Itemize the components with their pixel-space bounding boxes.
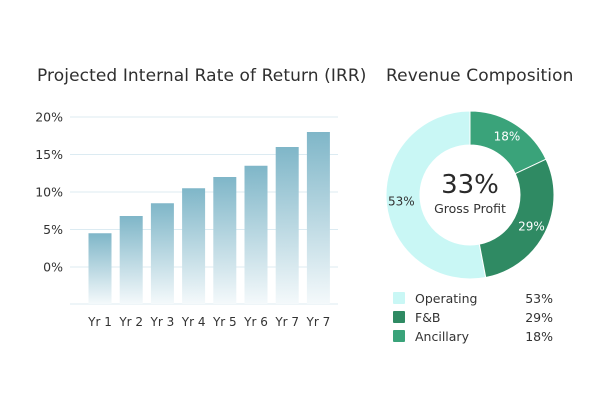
bar (213, 177, 237, 304)
slice-label: 29% (518, 219, 545, 233)
bar (182, 188, 206, 304)
donut-slice (478, 158, 555, 279)
legend-item: Operating 53% (393, 290, 553, 306)
legend-swatch (393, 311, 405, 323)
bar (306, 132, 330, 304)
center-label: Gross Profit (434, 201, 506, 216)
slice-label: 18% (494, 130, 521, 144)
x-tick-label: Yr 3 (150, 315, 175, 329)
y-tick-label: 0% (43, 260, 63, 275)
legend-label: Ancillary (415, 328, 469, 344)
slice-label: 53% (388, 194, 415, 208)
x-tick-label: Yr 7 (306, 315, 331, 329)
x-tick-label: Yr 1 (87, 315, 112, 329)
x-tick-label: Yr 7 (274, 315, 299, 329)
bar (150, 203, 174, 304)
legend-value: 53% (525, 290, 553, 306)
legend-value: 29% (525, 309, 553, 325)
bar (244, 165, 268, 304)
center-value: 33% (441, 170, 499, 200)
donut-slice (385, 110, 487, 280)
donut-chart-title: Revenue Composition (386, 66, 574, 86)
y-tick-label: 20% (35, 110, 63, 125)
x-tick-label: Yr 5 (212, 315, 237, 329)
legend-item: F&B 29% (393, 309, 553, 325)
legend-label: Operating (415, 290, 478, 306)
legend-label: F&B (415, 309, 441, 325)
legend-value: 18% (525, 328, 553, 344)
bar (119, 216, 143, 304)
x-tick-label: Yr 6 (243, 315, 268, 329)
legend-swatch (393, 330, 405, 342)
bar (88, 233, 112, 304)
y-tick-label: 10% (35, 185, 63, 200)
y-tick-label: 5% (43, 222, 63, 237)
legend-item: Ancillary 18% (393, 328, 553, 344)
legend-swatch (393, 292, 405, 304)
y-tick-label: 15% (35, 147, 63, 162)
bar-chart-title: Projected Internal Rate of Return (IRR) (37, 66, 367, 86)
x-tick-label: Yr 4 (181, 315, 206, 329)
x-tick-label: Yr 2 (118, 315, 143, 329)
bar (275, 147, 299, 304)
